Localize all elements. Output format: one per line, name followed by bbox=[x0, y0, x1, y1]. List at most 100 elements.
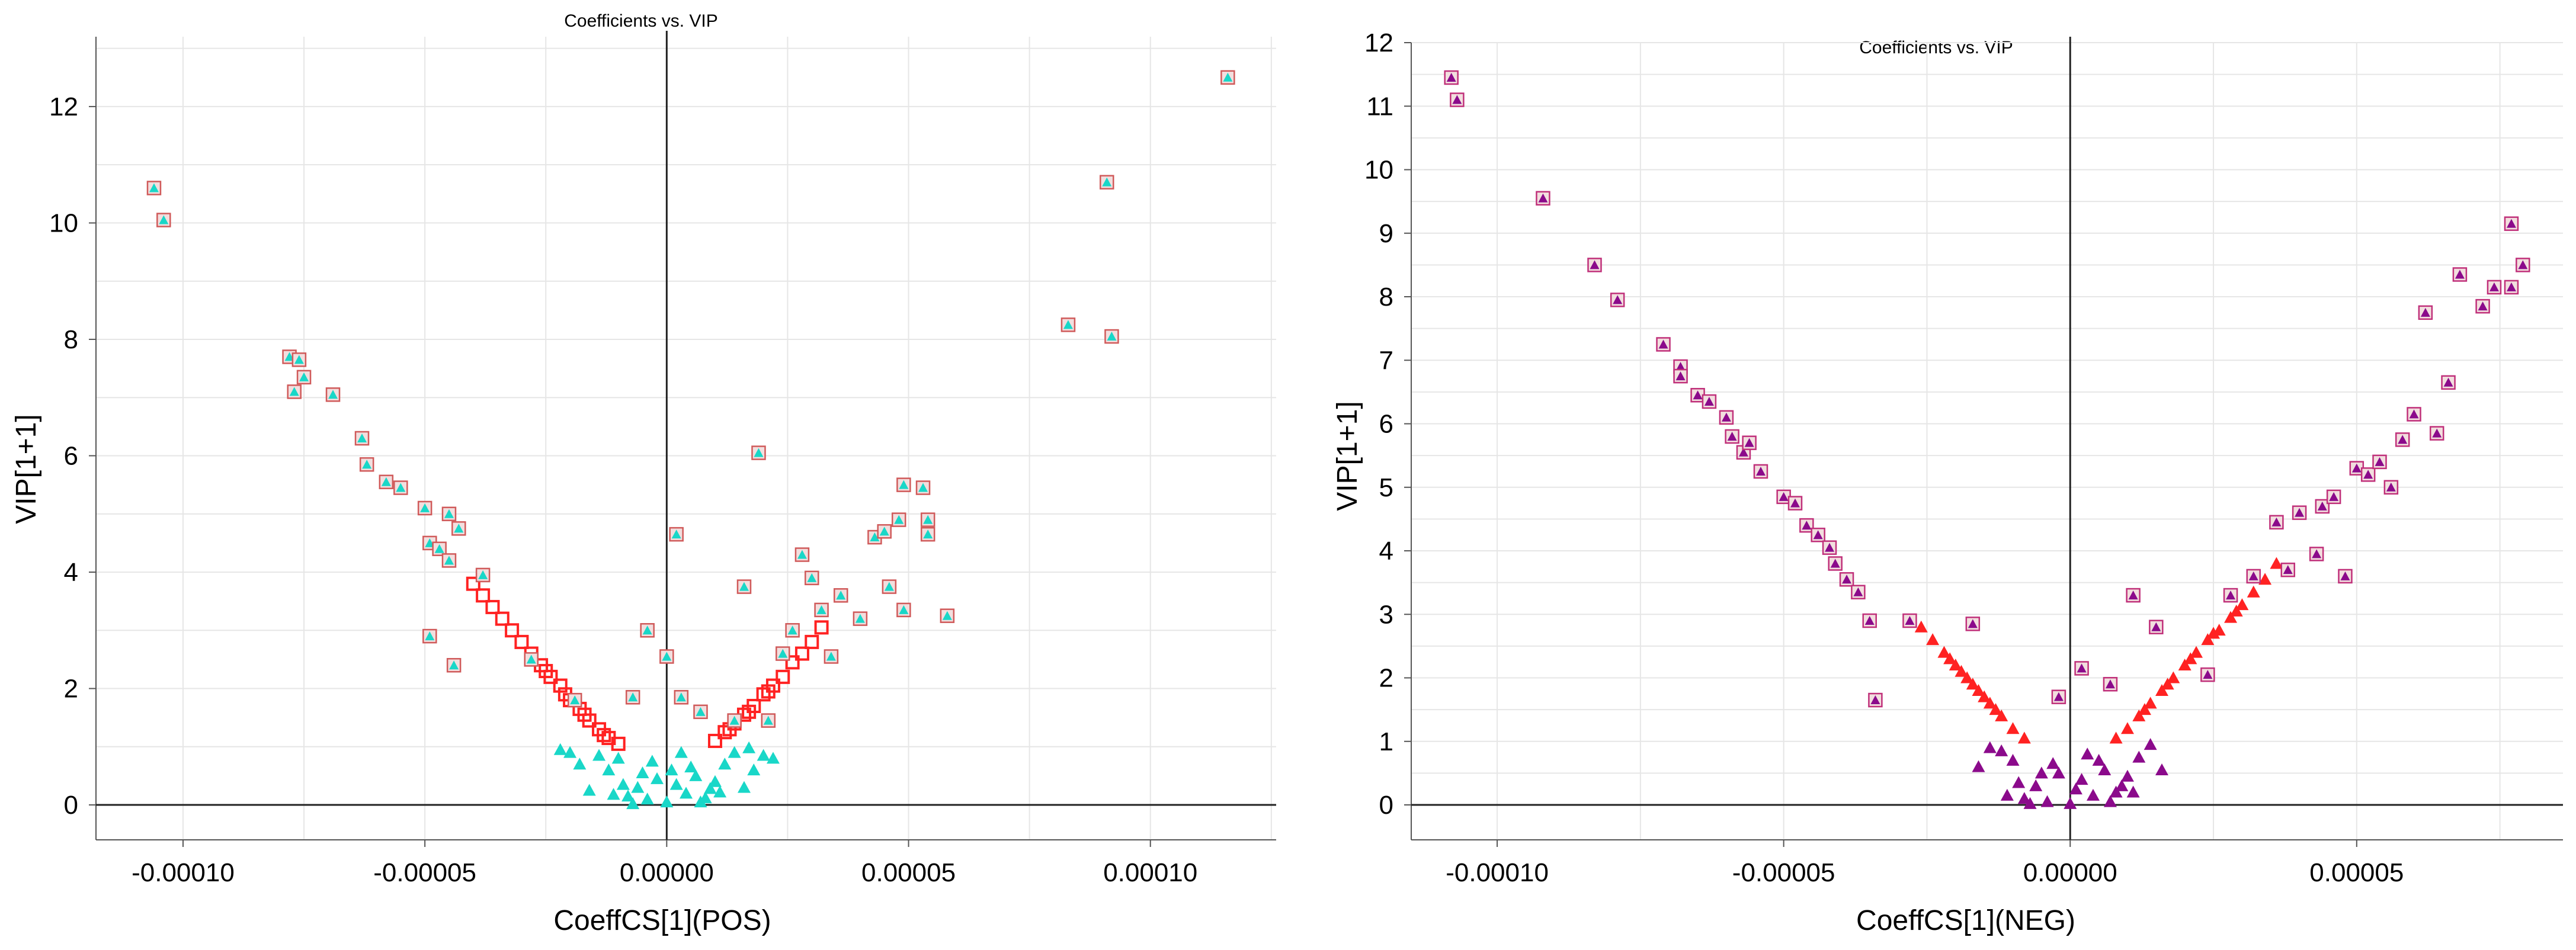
data-point bbox=[2074, 661, 2089, 676]
x-axis-label: CoeffCS[1](NEG) bbox=[1856, 905, 2075, 936]
data-point bbox=[1610, 293, 1625, 307]
y-tick-label: 10 bbox=[1364, 156, 1393, 185]
data-point bbox=[1978, 690, 1991, 702]
data-point bbox=[2052, 766, 2065, 779]
data-point bbox=[2144, 697, 2157, 709]
data-point bbox=[2006, 753, 2020, 766]
axes bbox=[1411, 37, 2563, 840]
data-point bbox=[354, 431, 370, 446]
data-point bbox=[1868, 692, 1883, 708]
data-point bbox=[2051, 689, 2066, 704]
data-point bbox=[727, 713, 742, 728]
data-point bbox=[1811, 527, 1825, 543]
data-point bbox=[2155, 683, 2168, 696]
data-point bbox=[2280, 562, 2296, 577]
chart-title: Coefficients vs. VIP bbox=[564, 11, 718, 31]
data-point bbox=[1673, 368, 1688, 384]
data-point bbox=[422, 628, 437, 644]
y-tick-label: 12 bbox=[49, 92, 78, 121]
data-point bbox=[2132, 709, 2146, 721]
x-tick-label: 0.00010 bbox=[1103, 858, 1197, 887]
data-point bbox=[2075, 773, 2088, 785]
data-point bbox=[592, 749, 606, 761]
data-point bbox=[1787, 496, 1803, 511]
data-point bbox=[640, 792, 654, 805]
data-point bbox=[514, 634, 529, 649]
y-tick-label: 3 bbox=[1379, 600, 1393, 629]
data-point bbox=[1828, 556, 1843, 571]
data-point bbox=[475, 567, 491, 583]
data-point bbox=[776, 646, 790, 661]
data-point bbox=[674, 746, 688, 758]
data-point bbox=[2441, 375, 2456, 390]
data-point bbox=[2190, 646, 2203, 658]
data-point bbox=[2046, 757, 2060, 769]
data-point bbox=[2012, 776, 2026, 788]
data-point bbox=[674, 690, 689, 705]
y-tick-label: 1 bbox=[1379, 727, 1393, 756]
data-point bbox=[640, 623, 655, 638]
data-point bbox=[636, 766, 649, 778]
y-tick-label: 12 bbox=[1364, 28, 1393, 57]
data-point bbox=[1742, 435, 1757, 450]
data-point bbox=[441, 553, 457, 568]
data-point bbox=[1965, 617, 1981, 631]
y-tick-label: 10 bbox=[49, 208, 78, 238]
data-point bbox=[1104, 329, 1119, 344]
y-tick-label: 8 bbox=[1379, 283, 1393, 312]
data-point bbox=[2207, 627, 2221, 639]
data-point bbox=[602, 763, 616, 776]
data-point bbox=[747, 763, 761, 776]
data-point bbox=[466, 576, 480, 591]
data-point bbox=[659, 649, 674, 664]
data-point bbox=[2126, 588, 2141, 603]
data-point bbox=[2155, 763, 2168, 776]
data-point bbox=[1753, 464, 1768, 479]
data-point bbox=[597, 728, 611, 743]
data-point bbox=[2360, 467, 2376, 482]
data-point bbox=[1719, 410, 1734, 425]
data-point bbox=[2349, 461, 2364, 476]
data-point bbox=[505, 623, 520, 638]
data-point bbox=[1799, 518, 1814, 533]
data-point bbox=[1822, 540, 1837, 555]
data-point bbox=[621, 789, 635, 802]
data-point bbox=[607, 788, 620, 800]
data-point bbox=[2029, 779, 2043, 791]
data-point bbox=[694, 795, 707, 808]
data-point bbox=[891, 512, 906, 527]
data-point bbox=[2103, 795, 2117, 807]
y-tick-label: 2 bbox=[1379, 664, 1393, 693]
data-point bbox=[1914, 620, 1928, 633]
data-point bbox=[625, 690, 640, 705]
data-point bbox=[728, 746, 741, 758]
data-point bbox=[805, 634, 819, 649]
data-point bbox=[785, 655, 800, 670]
data-point bbox=[2292, 505, 2307, 520]
data-point bbox=[1949, 659, 1962, 671]
x-tick-label: -0.00005 bbox=[373, 858, 476, 887]
data-point bbox=[669, 527, 684, 542]
data-point bbox=[2132, 750, 2146, 763]
data-point bbox=[2418, 305, 2433, 320]
tick-labels: -0.00010 -0.00005 0.00000 0.000050123456789… bbox=[1364, 28, 2404, 887]
data-point bbox=[296, 370, 312, 385]
data-point bbox=[2452, 267, 2468, 282]
data-point bbox=[1955, 665, 1968, 677]
data-point bbox=[567, 692, 582, 708]
data-point bbox=[1960, 671, 1974, 683]
data-point bbox=[882, 579, 897, 594]
data-point bbox=[761, 684, 776, 699]
data-point bbox=[2407, 407, 2421, 422]
data-point bbox=[1587, 258, 1602, 272]
data-point bbox=[940, 608, 955, 623]
data-point bbox=[146, 181, 162, 195]
data-point bbox=[1989, 703, 2003, 715]
y-tick-label: 11 bbox=[1366, 92, 1393, 121]
data-point bbox=[794, 547, 810, 562]
data-point bbox=[485, 599, 500, 614]
data-point bbox=[2178, 659, 2191, 671]
y-tick-label: 0 bbox=[64, 791, 78, 820]
data-point bbox=[814, 602, 829, 618]
